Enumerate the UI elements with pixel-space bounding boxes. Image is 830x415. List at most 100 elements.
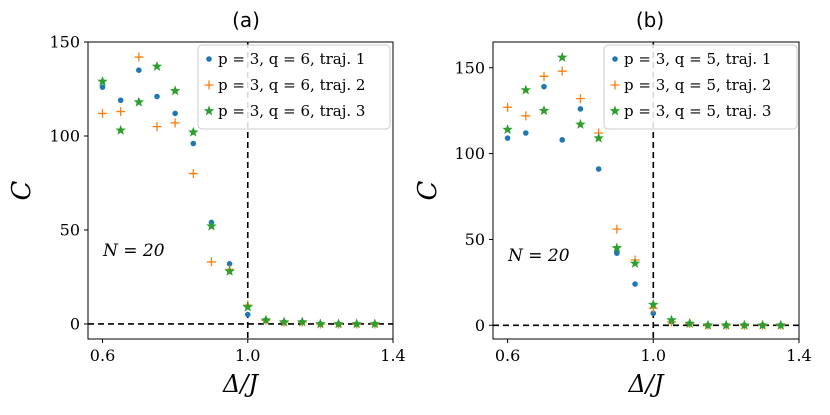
x-axis-label: Δ/J [222, 370, 259, 398]
legend-marker [612, 56, 618, 62]
data-point [226, 261, 233, 267]
data-point [775, 319, 787, 330]
legend-marker [610, 80, 620, 90]
y-tick-label: 0 [70, 314, 80, 333]
data-point [369, 318, 381, 329]
legend-marker [609, 105, 621, 116]
data-point [115, 124, 126, 135]
data-point [152, 122, 162, 132]
data-point [136, 67, 142, 73]
system-size-annotation: N = 20 [102, 241, 165, 261]
data-point [577, 106, 584, 112]
data-point [188, 169, 198, 179]
data-point [612, 224, 622, 234]
y-tick-label: 100 [49, 126, 80, 145]
axes-frame [492, 41, 800, 340]
series-3 [97, 60, 381, 329]
y-axis-label: C [7, 180, 37, 200]
x-tick-label: 1.4 [380, 346, 405, 365]
legend-marker [203, 105, 215, 116]
y-tick-label: 0 [475, 316, 485, 335]
y-tick-label: 100 [454, 144, 485, 163]
legend-box [197, 44, 391, 130]
data-point [522, 130, 529, 136]
data-point [521, 111, 531, 121]
x-tick-label: 1.0 [641, 346, 666, 365]
data-point [541, 83, 547, 90]
data-point [206, 257, 216, 267]
data-point [739, 319, 750, 330]
data-point [614, 250, 620, 256]
legend-marker [204, 80, 214, 90]
system-size-annotation: N = 20 [507, 246, 570, 266]
data-point [260, 314, 272, 325]
data-point [278, 316, 290, 327]
data-point [702, 319, 714, 330]
y-axis-label: C [413, 180, 443, 200]
x-tick-label: 1.4 [786, 346, 811, 365]
data-point [666, 314, 677, 325]
data-point [134, 52, 144, 62]
data-point [351, 318, 362, 329]
data-point [650, 310, 657, 317]
data-point [520, 84, 532, 95]
data-point [503, 102, 513, 112]
y-tick-label: 50 [60, 220, 80, 239]
data-point [170, 118, 180, 128]
data-point [154, 93, 160, 100]
data-point [593, 132, 604, 143]
chart-panel-a: (a) 0.6 1.0 1.4 0 50 100 150 Δ/J C N = 20 p = 3, q … [7, 8, 406, 398]
data-point [297, 316, 308, 327]
x-tick-label: 1.0 [235, 346, 260, 365]
chart-title: (a) [232, 8, 260, 32]
y-tick-label: 50 [465, 230, 485, 249]
data-point [575, 118, 586, 129]
chart-title: (b) [636, 8, 664, 32]
data-point [757, 319, 768, 330]
legend-entry-label: p = 3, q = 6, traj. 1 [218, 50, 365, 68]
x-tick-label: 0.6 [90, 346, 115, 365]
data-point [632, 281, 638, 287]
data-point [504, 135, 511, 141]
legend: p = 3, q = 5, traj. 1 p = 3, q = 5, traj.… [603, 44, 798, 130]
data-point [133, 96, 145, 107]
data-point [242, 301, 253, 312]
data-point [333, 318, 344, 329]
data-point [648, 299, 659, 310]
data-point [190, 140, 197, 147]
data-point [559, 137, 566, 143]
y-tick-label: 150 [454, 58, 485, 77]
data-point [575, 94, 585, 104]
data-point [117, 97, 124, 104]
data-point [169, 85, 181, 96]
data-point [629, 257, 641, 268]
data-point [99, 84, 106, 90]
data-point [98, 108, 108, 118]
x-axis-label: Δ/J [627, 370, 664, 398]
data-point [538, 105, 550, 116]
data-point [720, 319, 732, 330]
data-point [539, 71, 549, 81]
data-point [315, 318, 326, 329]
data-point [595, 166, 602, 172]
legend-entry-label: p = 3, q = 5, traj. 3 [624, 102, 771, 120]
data-point [244, 311, 251, 318]
data-point [502, 124, 513, 134]
data-point [684, 318, 695, 328]
y-tick-label: 150 [49, 33, 80, 52]
data-point [188, 126, 199, 137]
legend-entry-label: p = 3, q = 6, traj. 2 [218, 76, 365, 94]
data-point [116, 107, 126, 117]
data-point [172, 110, 178, 117]
legend: p = 3, q = 6, traj. 1 p = 3, q = 6, traj.… [197, 44, 391, 130]
legend-marker [206, 56, 212, 62]
data-point [556, 51, 568, 62]
data-point [97, 75, 108, 86]
data-point [611, 242, 623, 253]
chart-panel-b: (b) 0.6 1.0 1.4 0 50 100 150 Δ/J C N = 20 p = 3, q … [413, 8, 812, 398]
legend-box [603, 44, 798, 130]
series-3 [502, 51, 787, 330]
legend-entry-label: p = 3, q = 5, traj. 2 [624, 76, 771, 94]
data-point [224, 265, 235, 276]
